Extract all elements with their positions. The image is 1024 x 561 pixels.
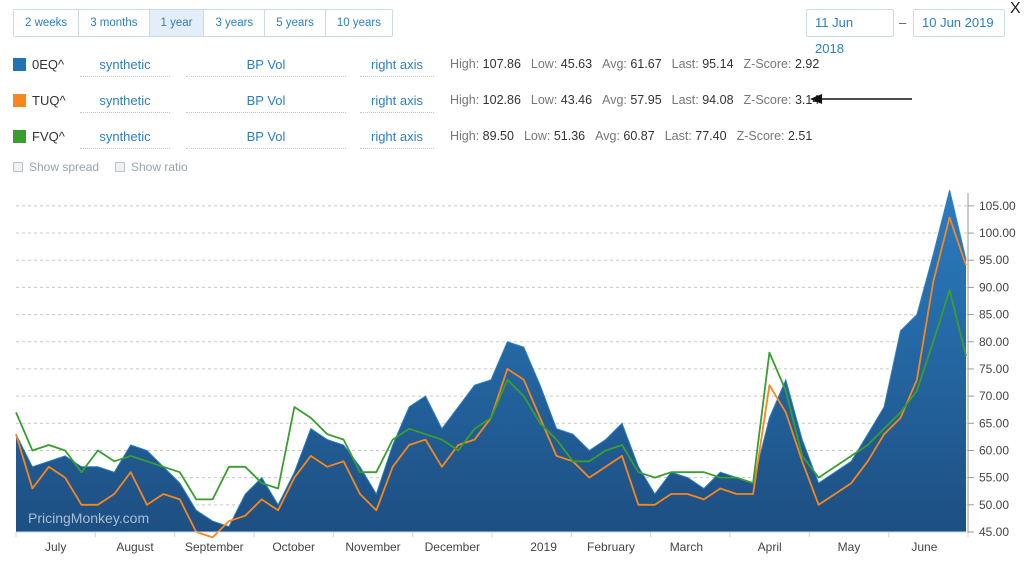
axis-select[interactable]: right axis: [360, 57, 434, 77]
series-stats: High: 102.86 Low: 43.46 Avg: 57.95 Last: 94…: [450, 93, 820, 107]
y-tick-label: 80.00: [979, 335, 1009, 349]
source-select[interactable]: synthetic: [80, 129, 170, 149]
range-tab-5-years[interactable]: 5 years: [265, 10, 326, 36]
series-stats: High: 107.86 Low: 45.63 Avg: 61.67 Last: 95…: [450, 57, 820, 71]
y-tick-label: 100.00: [979, 226, 1016, 240]
range-tabs: 2 weeks 3 months 1 year 3 years 5 years …: [13, 9, 394, 37]
source-select[interactable]: synthetic: [80, 57, 170, 77]
range-tab-3-months[interactable]: 3 months: [79, 10, 150, 36]
range-tab-2-weeks[interactable]: 2 weeks: [14, 10, 80, 36]
y-tick-label: 50.00: [979, 498, 1009, 512]
y-tick-label: 105.00: [979, 199, 1016, 213]
x-tick-label: November: [345, 540, 400, 554]
axis-select[interactable]: right axis: [360, 129, 434, 149]
series-line-fvq: [15, 289, 967, 501]
x-tick-label: March: [670, 540, 703, 554]
date-separator: –: [899, 15, 907, 30]
x-tick-label: December: [425, 540, 480, 554]
x-tick-label: October: [272, 540, 315, 554]
x-tick-label: February: [587, 540, 635, 554]
x-tick-label: September: [185, 540, 244, 554]
y-tick-label: 60.00: [979, 443, 1009, 457]
show-spread-checkbox[interactable]: [13, 162, 23, 172]
measure-select[interactable]: BP Vol: [186, 57, 346, 77]
series-swatch: [13, 130, 26, 143]
measure-select[interactable]: BP Vol: [186, 129, 346, 149]
volatility-chart: PricingMonkey.com July August September Oct…: [15, 190, 1016, 554]
show-ratio-option[interactable]: Show ratio: [115, 160, 188, 174]
x-tick-label: April: [758, 540, 782, 554]
date-to-input[interactable]: 10 Jun 2019: [913, 9, 1005, 37]
series-swatch: [13, 58, 26, 71]
range-tab-10-years[interactable]: 10 years: [325, 10, 393, 36]
y-tick-label: 70.00: [979, 389, 1009, 403]
annotation-arrow: [810, 94, 912, 104]
close-icon[interactable]: X: [1010, 0, 1021, 17]
range-tab-1-year[interactable]: 1 year: [149, 10, 205, 36]
series-outline-0eq: [15, 190, 967, 528]
x-tick-label: August: [116, 540, 154, 554]
y-tick-label: 75.00: [979, 362, 1009, 376]
series-name: 0EQ^: [32, 57, 65, 72]
series-area-0eq: [16, 190, 966, 533]
y-tick-label: 85.00: [979, 308, 1009, 322]
x-tick-label: June: [911, 540, 937, 554]
show-ratio-checkbox[interactable]: [115, 162, 125, 172]
y-tick-label: 45.00: [979, 525, 1009, 539]
y-tick-label: 55.00: [979, 471, 1009, 485]
series-stats: High: 89.50 Low: 51.36 Avg: 60.87 Last: 77.…: [450, 129, 813, 143]
show-spread-option[interactable]: Show spread: [13, 160, 99, 174]
x-tick-label: May: [838, 540, 861, 554]
y-tick-label: 95.00: [979, 253, 1009, 267]
show-ratio-label: Show ratio: [131, 160, 188, 174]
axis-select[interactable]: right axis: [360, 93, 434, 113]
x-tick-label: July: [45, 540, 66, 554]
y-tick-label: 90.00: [979, 280, 1009, 294]
date-from-input[interactable]: 11 Jun 2018: [806, 9, 894, 56]
series-name: FVQ^: [32, 129, 65, 144]
series-swatch: [13, 94, 26, 107]
series-name: TUQ^: [32, 93, 66, 108]
source-select[interactable]: synthetic: [80, 93, 170, 113]
range-tab-3-years[interactable]: 3 years: [204, 10, 266, 36]
show-spread-label: Show spread: [29, 160, 100, 174]
x-tick-label: 2019: [530, 540, 557, 554]
y-tick-label: 65.00: [979, 416, 1009, 430]
watermark-text: PricingMonkey.com: [28, 510, 149, 526]
measure-select[interactable]: BP Vol: [186, 93, 346, 113]
